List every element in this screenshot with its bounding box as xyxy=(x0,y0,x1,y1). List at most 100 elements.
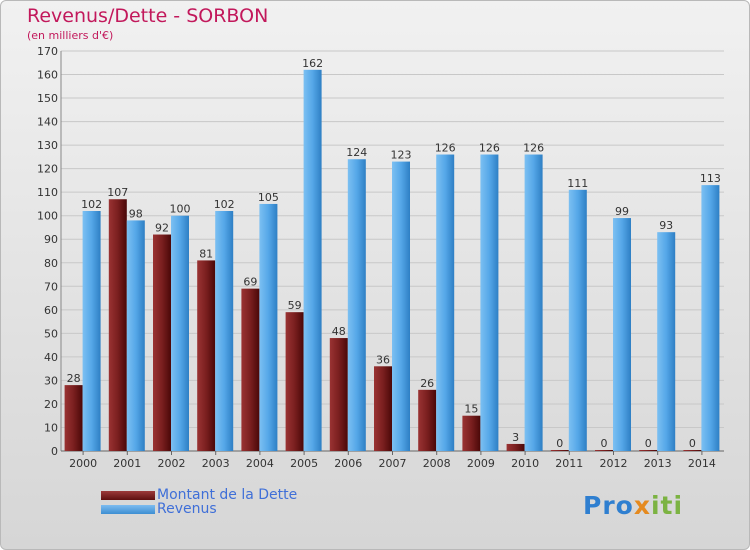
x-tick-label: 2007 xyxy=(379,457,407,470)
y-tick-label: 160 xyxy=(37,69,58,82)
data-label-debt: 69 xyxy=(243,276,257,289)
data-label-debt: 26 xyxy=(420,377,434,390)
x-tick-label: 2004 xyxy=(246,457,274,470)
chart-subtitle: (en milliers d'€) xyxy=(27,29,114,42)
x-tick-label: 2000 xyxy=(69,457,97,470)
data-label-debt: 92 xyxy=(155,222,169,235)
bar-debt xyxy=(506,443,525,451)
data-label-revenue: 100 xyxy=(170,203,191,216)
x-tick-label: 2014 xyxy=(688,457,716,470)
y-tick-label: 0 xyxy=(51,445,58,458)
data-label-revenue: 105 xyxy=(258,191,279,204)
bar-debt xyxy=(197,260,216,451)
data-label-debt: 15 xyxy=(464,403,478,416)
data-label-debt: 36 xyxy=(376,353,390,366)
y-tick-label: 30 xyxy=(44,374,58,387)
x-tick-label: 2001 xyxy=(113,457,141,470)
data-label-revenue: 124 xyxy=(346,146,367,159)
x-tick-label: 2013 xyxy=(644,457,672,470)
data-label-debt: 107 xyxy=(107,186,128,199)
bar-debt xyxy=(285,312,304,451)
bar-revenue xyxy=(82,211,101,451)
legend-item-debt: Montant de la Dette xyxy=(101,488,297,502)
bar-revenue xyxy=(171,215,189,451)
data-label-revenue: 126 xyxy=(479,142,500,155)
data-label-debt: 48 xyxy=(332,325,346,338)
data-label-debt: 0 xyxy=(556,437,563,450)
x-tick-label: 2008 xyxy=(423,457,451,470)
bar-revenue xyxy=(126,220,145,451)
x-tick-label: 2003 xyxy=(202,457,230,470)
y-tick-label: 140 xyxy=(37,116,58,129)
bar-debt xyxy=(108,199,127,451)
y-tick-label: 60 xyxy=(44,304,58,317)
y-tick-label: 20 xyxy=(44,398,58,411)
data-label-revenue: 123 xyxy=(391,149,412,162)
logo-part-2: x xyxy=(633,491,651,520)
x-tick-label: 2002 xyxy=(158,457,186,470)
logo-part-3: iti xyxy=(650,491,684,520)
y-tick-label: 150 xyxy=(37,92,58,105)
data-label-revenue: 99 xyxy=(615,205,629,218)
bar-debt xyxy=(639,450,658,451)
x-tick-label: 2005 xyxy=(290,457,318,470)
data-label-revenue: 111 xyxy=(567,177,588,190)
data-label-debt: 3 xyxy=(512,431,519,444)
bar-revenue xyxy=(657,232,676,451)
data-label-debt: 0 xyxy=(645,437,652,450)
data-label-debt: 59 xyxy=(288,299,302,312)
data-label-debt: 0 xyxy=(601,437,608,450)
bar-revenue xyxy=(480,154,499,451)
x-tick-label: 2006 xyxy=(334,457,362,470)
bar-revenue xyxy=(347,159,366,451)
bar-debt xyxy=(550,450,569,451)
bar-revenue xyxy=(701,185,720,451)
y-tick-label: 100 xyxy=(37,210,58,223)
logo-part-1: Pro xyxy=(583,491,634,520)
legend-label-revenue: Revenus xyxy=(157,501,217,517)
bar-debt xyxy=(418,389,437,451)
data-label-revenue: 102 xyxy=(214,198,235,211)
bar-revenue xyxy=(524,154,543,451)
chart-title: Revenus/Dette - SORBON xyxy=(27,5,269,27)
x-tick-label: 2012 xyxy=(600,457,628,470)
y-tick-label: 120 xyxy=(37,163,58,176)
x-tick-label: 2011 xyxy=(555,457,583,470)
data-label-revenue: 126 xyxy=(523,142,544,155)
data-label-revenue: 113 xyxy=(700,172,721,185)
bar-debt xyxy=(153,234,171,451)
y-tick-label: 130 xyxy=(37,139,58,152)
data-label-debt: 28 xyxy=(67,372,81,385)
y-tick-label: 110 xyxy=(37,186,58,199)
bar-debt xyxy=(595,450,613,451)
bar-revenue xyxy=(613,218,631,451)
x-tick-label: 2010 xyxy=(511,457,539,470)
y-tick-label: 40 xyxy=(44,351,58,364)
legend-label-debt: Montant de la Dette xyxy=(157,487,298,503)
bar-debt xyxy=(64,385,83,451)
bar-layer xyxy=(64,69,720,451)
y-tick-label: 90 xyxy=(44,233,58,246)
bar-debt xyxy=(241,288,260,451)
legend-item-revenue: Revenus xyxy=(101,502,297,516)
legend: Montant de la Dette Revenus xyxy=(101,488,297,516)
bar-revenue xyxy=(436,154,455,451)
y-tick-label: 80 xyxy=(44,257,58,270)
legend-swatch-revenue xyxy=(101,504,155,514)
bar-debt xyxy=(683,450,702,451)
y-tick-label: 70 xyxy=(44,280,58,293)
data-label-revenue: 102 xyxy=(81,198,102,211)
legend-swatch-debt xyxy=(101,490,155,500)
x-tick-label: 2009 xyxy=(467,457,495,470)
bar-debt xyxy=(462,415,481,451)
y-tick-label: 50 xyxy=(44,327,58,340)
bar-revenue xyxy=(568,189,587,451)
bar-debt xyxy=(329,338,348,451)
data-label-revenue: 98 xyxy=(129,207,143,220)
proxiti-logo: Proxiti xyxy=(583,491,683,520)
bar-debt xyxy=(374,366,392,451)
bar-revenue xyxy=(259,203,278,451)
bar-revenue xyxy=(392,161,410,451)
